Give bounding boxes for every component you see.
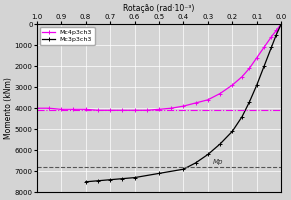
Mc4p3ch3 (169, 107, 173, 109)
Mc4p3ch3 (35, 107, 38, 109)
Mc4p3ch3 (240, 75, 244, 78)
Mc4p3ch3 (59, 108, 63, 110)
Mc4p3ch3 (218, 92, 222, 95)
Mc3p3ch3 (108, 179, 112, 181)
Mc4p3ch3 (270, 36, 273, 38)
Line: Mc3p3ch3: Mc3p3ch3 (84, 22, 283, 184)
Mc3p3ch3 (262, 65, 266, 67)
Mc3p3ch3 (270, 46, 273, 48)
Mc3p3ch3 (275, 33, 278, 36)
Line: Mc4p3ch3: Mc4p3ch3 (35, 22, 283, 112)
Mc4p3ch3 (47, 107, 51, 109)
Mc3p3ch3 (194, 162, 197, 164)
Mc3p3ch3 (157, 172, 161, 175)
Mc4p3ch3 (206, 99, 210, 101)
Mc4p3ch3 (182, 105, 185, 107)
Mc3p3ch3 (230, 130, 234, 133)
Mc3p3ch3 (218, 143, 222, 145)
Mc3p3ch3 (133, 176, 136, 179)
Mc3p3ch3 (255, 84, 258, 86)
Legend: Mc4p3ch3, Mc3p3ch3: Mc4p3ch3, Mc3p3ch3 (40, 27, 95, 45)
Mc3p3ch3 (240, 115, 244, 118)
Mc4p3ch3 (279, 23, 283, 25)
Mc3p3ch3 (96, 180, 100, 182)
Mc4p3ch3 (72, 108, 75, 110)
Mc4p3ch3 (157, 108, 161, 110)
Mc4p3ch3 (230, 84, 234, 86)
Y-axis label: Momento (kNm): Momento (kNm) (4, 77, 13, 139)
Mc4p3ch3 (145, 109, 148, 112)
Mc4p3ch3 (120, 109, 124, 112)
Mc4p3ch3 (133, 109, 136, 112)
Mc3p3ch3 (248, 101, 251, 103)
Mc3p3ch3 (206, 153, 210, 156)
Mc4p3ch3 (108, 109, 112, 112)
Mc4p3ch3 (84, 108, 87, 110)
Text: Mp: Mp (213, 159, 223, 165)
Mc4p3ch3 (96, 109, 100, 112)
X-axis label: Rotação (rad·10⁻³): Rotação (rad·10⁻³) (123, 4, 195, 13)
Mc3p3ch3 (120, 177, 124, 180)
Mc4p3ch3 (194, 102, 197, 104)
Mc3p3ch3 (182, 168, 185, 170)
Mc4p3ch3 (275, 29, 278, 32)
Mc3p3ch3 (84, 181, 87, 183)
Mc4p3ch3 (248, 67, 251, 69)
Mc3p3ch3 (279, 23, 283, 25)
Mc4p3ch3 (255, 57, 258, 59)
Mc4p3ch3 (262, 46, 266, 48)
